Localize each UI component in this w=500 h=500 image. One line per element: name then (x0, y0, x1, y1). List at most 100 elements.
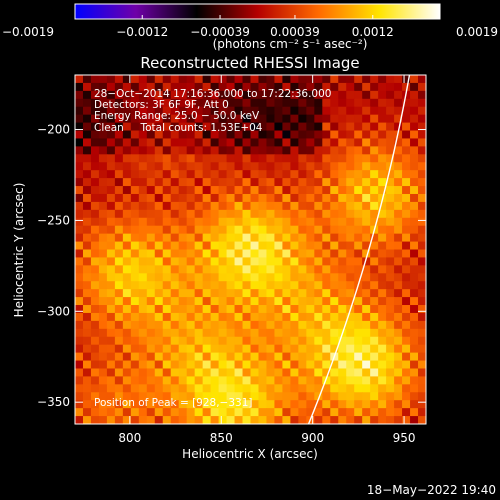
heatmap-cell (98, 225, 108, 235)
heatmap-cell (274, 368, 284, 378)
heatmap-cell (130, 217, 140, 227)
heatmap-cell (242, 162, 252, 171)
heatmap-cell (330, 186, 339, 195)
heatmap-cell (218, 416, 228, 424)
heatmap-cell (122, 312, 132, 322)
heatmap-cell (346, 384, 355, 393)
heatmap-cell (402, 305, 411, 314)
heatmap-cell (258, 328, 268, 338)
heatmap-cell (194, 416, 204, 424)
heatmap-cell (282, 400, 291, 409)
heatmap-cell (354, 75, 363, 84)
heatmap-cell (266, 368, 276, 378)
heatmap-cell (338, 130, 347, 140)
heatmap-cell (338, 360, 347, 370)
heatmap-cell (202, 376, 212, 385)
heatmap-cell (338, 82, 347, 92)
heatmap-cell (122, 400, 132, 409)
heatmap-cell (226, 193, 236, 203)
heatmap-cell (122, 305, 132, 314)
colorbar-tick-label: −0.0019 (2, 25, 54, 39)
heatmap-cell (210, 305, 220, 314)
heatmap-cell (210, 233, 220, 243)
heatmap-cell (370, 312, 379, 322)
heatmap-cell (122, 217, 132, 227)
heatmap-cell (338, 193, 347, 203)
heatmap-cell (266, 281, 276, 290)
heatmap-cell (130, 344, 140, 354)
heatmap-cell (98, 98, 108, 108)
heatmap-cell (226, 249, 236, 259)
heatmap-cell (90, 416, 100, 424)
heatmap-cell (154, 82, 164, 92)
heatmap-cell (75, 344, 84, 354)
heatmap-cell (354, 376, 363, 385)
x-tick-label: 800 (118, 431, 141, 445)
heatmap-cell (402, 98, 411, 108)
heatmap-cell (250, 289, 260, 298)
heatmap-cell (186, 217, 196, 227)
heatmap-cell (298, 75, 307, 84)
heatmap-cell (82, 90, 92, 100)
heatmap-cell (330, 154, 339, 163)
heatmap-cell (170, 193, 180, 203)
heatmap-cell (170, 408, 180, 417)
heatmap-cell (418, 186, 426, 195)
heatmap-cell (306, 209, 315, 219)
heatmap-cell (314, 75, 323, 84)
heatmap-cell (218, 209, 228, 219)
heatmap-cell (138, 225, 148, 235)
heatmap-cell (114, 312, 124, 322)
heatmap-cell (218, 281, 228, 290)
heatmap-cell (258, 249, 268, 259)
heatmap-cell (210, 122, 220, 132)
heatmap-cell (75, 217, 84, 227)
heatmap-cell (258, 138, 268, 147)
heatmap-cell (314, 186, 323, 195)
heatmap-cell (370, 336, 379, 346)
heatmap-cell (306, 162, 315, 171)
heatmap-cell (306, 122, 315, 132)
heatmap-cell (186, 265, 196, 274)
heatmap-cell (266, 400, 276, 409)
heatmap-cell (298, 146, 307, 155)
heatmap-cell (362, 162, 371, 171)
heatmap-cell (242, 178, 252, 187)
heatmap-cell (322, 114, 331, 124)
heatmap-cell (394, 352, 403, 362)
heatmap-cell (282, 114, 291, 124)
heatmap-cell (330, 257, 339, 266)
heatmap-cell (178, 289, 188, 298)
heatmap-cell (106, 344, 116, 354)
heatmap-cell (178, 328, 188, 338)
heatmap-cell (122, 122, 132, 132)
heatmap-cell (202, 114, 212, 124)
heatmap-cell (146, 257, 156, 266)
heatmap-cell (162, 130, 172, 140)
heatmap-cell (394, 305, 403, 314)
heatmap-cell (242, 320, 252, 330)
heatmap-cell (75, 352, 84, 362)
heatmap-cell (226, 209, 236, 219)
heatmap-cell (226, 106, 236, 116)
heatmap-cell (194, 360, 204, 370)
heatmap-cell (122, 201, 132, 211)
heatmap-cell (82, 297, 92, 306)
heatmap-cell (122, 257, 132, 266)
heatmap-cell (122, 320, 132, 330)
heatmap-cell (178, 297, 188, 306)
heatmap-cell (234, 273, 244, 282)
heatmap-cell (202, 130, 212, 140)
heatmap-cell (410, 193, 419, 203)
heatmap-cell (154, 336, 164, 346)
heatmap-cell (402, 312, 411, 322)
heatmap-cell (362, 225, 371, 235)
heatmap-cell (178, 75, 188, 84)
y-axis-label: Heliocentric Y (arcsec) (12, 183, 26, 318)
heatmap-cell (306, 170, 315, 179)
heatmap-cell (98, 186, 108, 195)
heatmap-cell (394, 416, 403, 424)
heatmap-cell (242, 352, 252, 362)
heatmap-cell (258, 273, 268, 282)
heatmap-cell (266, 289, 276, 298)
